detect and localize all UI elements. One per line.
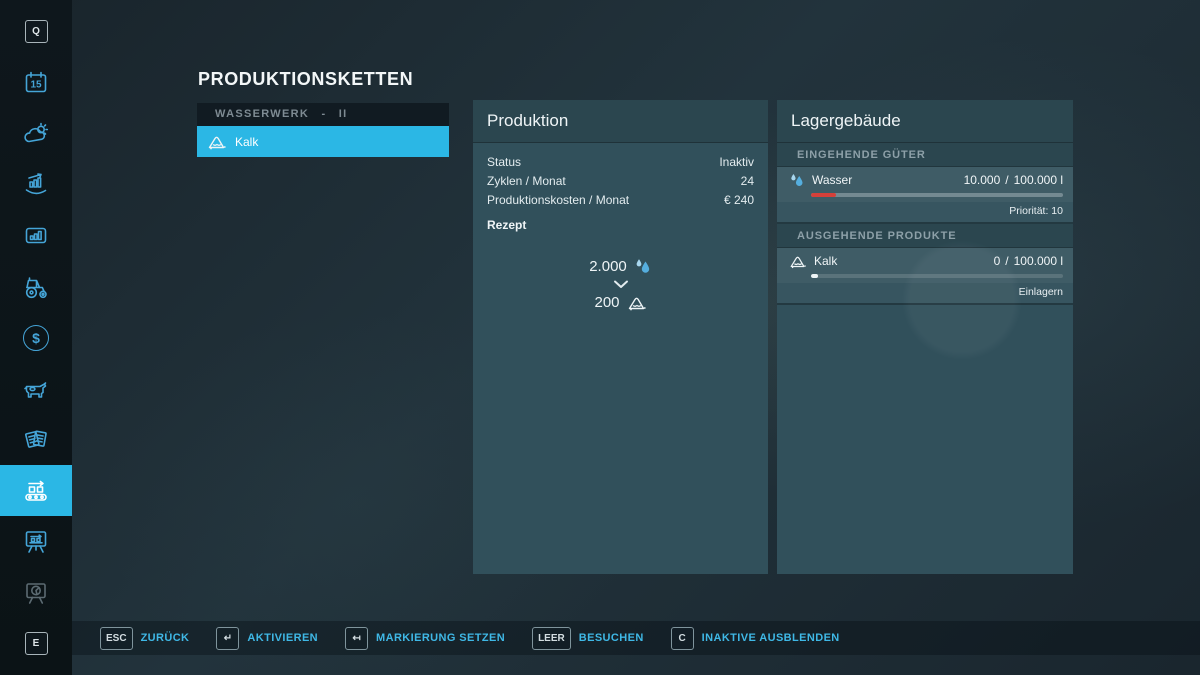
lime-pile-icon <box>628 297 646 310</box>
sidebar-hotkey-e: E <box>0 618 72 669</box>
good-quantity: 10.000 / 100.000 l <box>964 173 1063 187</box>
bottom-strip <box>0 621 1200 655</box>
esc-key-icon: ESC <box>100 626 133 650</box>
hotkey-back[interactable]: ESC ZURÜCK <box>100 626 190 650</box>
storage-row-wasser[interactable]: Wasser 10.000 / 100.000 l Priorität: 10 <box>777 167 1073 224</box>
sidebar-item-calendar[interactable]: 15 <box>0 57 72 108</box>
statistics-icon <box>25 227 47 243</box>
fill-level <box>811 274 818 278</box>
finances-icon <box>25 172 47 194</box>
cycles-row: Zyklen / Monat 24 <box>487 171 754 190</box>
weather-icon <box>24 122 49 142</box>
sidebar-item-vehicles[interactable] <box>0 261 72 312</box>
sidebar-hotkey-q: Q <box>0 6 72 57</box>
priority-note: Priorität: 10 <box>777 202 1073 222</box>
hotkey-label: INAKTIVE AUSBLENDEN <box>701 632 840 644</box>
hotkey-label: ZURÜCK <box>140 632 190 644</box>
cycles-value: 24 <box>740 173 754 188</box>
sidebar: Q 15 $ <box>0 0 72 675</box>
good-quantity: 0 / 100.000 l <box>994 254 1063 268</box>
bottom-hotkey-bar: ESC ZURÜCK ↵ AKTIVIEREN ↤ MARKIERUNG SET… <box>100 625 840 651</box>
recipe: 2.000 200 <box>473 257 768 311</box>
sidebar-item-production-chains[interactable] <box>0 465 72 516</box>
separator: / <box>1005 173 1009 187</box>
recipe-output-amount: 200 <box>594 294 620 311</box>
chain-list-item-kalk[interactable]: Kalk <box>197 126 449 157</box>
calendar-icon: 15 <box>25 71 47 92</box>
sidebar-item-animals[interactable] <box>0 363 72 414</box>
costs-value: € 240 <box>723 192 754 207</box>
hotkey-label: MARKIERUNG SETZEN <box>376 632 506 644</box>
status-value: Inaktiv <box>719 154 754 169</box>
chevron-down-icon <box>613 280 628 288</box>
recipe-input-amount: 2.000 <box>589 257 627 275</box>
sidebar-item-weather[interactable] <box>0 108 72 159</box>
fill-level <box>811 193 837 197</box>
tractor-icon <box>25 276 47 298</box>
lime-pile-icon <box>208 136 226 149</box>
hotkey-set-marker[interactable]: ↤ MARKIERUNG SETZEN <box>345 626 506 650</box>
enter-key-icon: ↵ <box>216 626 240 650</box>
outgoing-products-header: AUSGEHENDE PRODUKTE <box>777 224 1073 248</box>
status-label: Status <box>487 154 522 169</box>
q-key-icon: Q <box>24 20 48 43</box>
pie-board-icon <box>26 582 46 604</box>
hotkey-activate[interactable]: ↵ AKTIVIEREN <box>216 626 319 650</box>
hotkey-hide-inactive[interactable]: C INAKTIVE AUSBLENDEN <box>670 626 840 650</box>
sidebar-item-contracts[interactable] <box>0 414 72 465</box>
costs-label: Produktionskosten / Monat <box>487 192 630 207</box>
sidebar-item-money[interactable]: $ <box>0 312 72 363</box>
separator: / <box>1005 254 1009 268</box>
chain-item-label: Kalk <box>235 134 259 149</box>
page-title: PRODUKTIONSKETTEN <box>198 69 414 89</box>
recipe-heading: Rezept <box>487 218 527 232</box>
cow-icon <box>24 381 47 398</box>
costs-row: Produktionskosten / Monat € 240 <box>487 190 754 209</box>
sidebar-item-statistics[interactable] <box>0 210 72 261</box>
storage-panel-title: Lagergebäude <box>777 100 1073 143</box>
space-key-icon: LEER <box>532 626 571 650</box>
capacity: 100.000 l <box>1013 173 1063 187</box>
e-key-icon: E <box>24 632 48 655</box>
lime-pile-icon <box>790 256 806 268</box>
storage-row-kalk[interactable]: Kalk 0 / 100.000 l Einlagern <box>777 248 1073 305</box>
sidebar-item-finances[interactable] <box>0 159 72 210</box>
recipe-output: 200 <box>594 294 646 311</box>
contracts-icon <box>25 430 47 448</box>
fill-bar <box>811 193 1063 197</box>
dollar-icon: $ <box>23 324 49 351</box>
tab-key-icon: ↤ <box>345 626 369 650</box>
sidebar-item-production-board[interactable] <box>0 516 72 567</box>
cycles-label: Zyklen / Monat <box>487 173 566 188</box>
hotkey-label: BESUCHEN <box>578 632 644 644</box>
production-panel: Produktion Status Inaktiv Zyklen / Monat… <box>473 100 768 574</box>
hotkey-visit[interactable]: LEER BESUCHEN <box>532 626 644 650</box>
storage-panel: Lagergebäude EINGEHENDE GÜTER Wasser 10.… <box>777 100 1073 574</box>
hotkey-label: AKTIVIEREN <box>247 632 319 644</box>
recipe-input: 2.000 <box>589 257 652 275</box>
sidebar-item-map-board[interactable] <box>0 567 72 618</box>
conveyor-icon <box>25 480 47 501</box>
fill-bar-wrap <box>777 274 1073 283</box>
svg-text:15: 15 <box>30 79 42 90</box>
output-mode-toggle[interactable]: Einlagern <box>777 283 1073 303</box>
incoming-goods-header: EINGEHENDE GÜTER <box>777 143 1073 167</box>
fill-bar <box>811 274 1063 278</box>
amount: 10.000 <box>963 173 1001 187</box>
fill-bar-wrap <box>777 193 1073 202</box>
good-name: Wasser <box>812 173 853 187</box>
capacity: 100.000 l <box>1013 254 1063 268</box>
water-droplet-icon <box>636 259 649 273</box>
production-board-icon <box>25 530 47 553</box>
amount: 0 <box>993 254 1001 268</box>
c-key-icon: C <box>670 626 694 650</box>
water-droplet-icon <box>791 173 803 186</box>
status-row: Status Inaktiv <box>487 152 754 171</box>
production-details: Status Inaktiv Zyklen / Monat 24 Produkt… <box>473 143 768 209</box>
good-name: Kalk <box>814 254 838 268</box>
production-panel-title: Produktion <box>473 100 768 143</box>
chain-group-header: WASSERWERK - II <box>197 103 449 126</box>
